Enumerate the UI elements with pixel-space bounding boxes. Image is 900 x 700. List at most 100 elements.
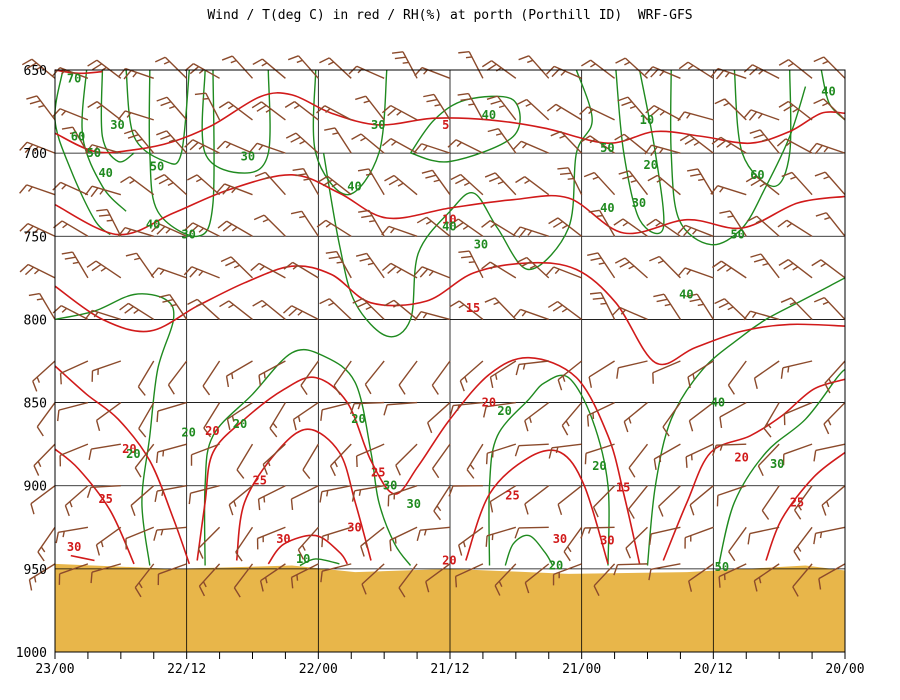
wind-barb-shaft <box>393 174 418 196</box>
wind-barb-shaft <box>684 267 714 279</box>
wind-barb <box>677 224 714 237</box>
wind-barb <box>117 110 154 121</box>
wind-barb-feather <box>290 136 301 143</box>
wind-barb-feather <box>811 259 822 267</box>
wind-barb-feather <box>814 171 826 177</box>
temperature-label: 25 <box>98 492 112 506</box>
wind-barb-shaft <box>622 218 648 237</box>
wind-barb-feather <box>557 504 563 516</box>
wind-barb-shaft <box>555 103 583 121</box>
wind-barb-feather <box>792 586 799 597</box>
wind-barb-shaft <box>226 360 253 377</box>
wind-barb-feather <box>613 564 619 576</box>
wind-barb <box>777 219 813 237</box>
wind-barb-feather <box>824 216 831 220</box>
wind-barb <box>84 185 122 198</box>
wind-barb-shaft <box>322 526 352 537</box>
wind-barb-feather <box>468 103 475 106</box>
wind-barb <box>486 95 517 121</box>
rh-label: 30 <box>474 238 488 252</box>
wind-barb <box>30 485 56 515</box>
wind-barb-shaft <box>27 263 56 279</box>
wind-barb <box>257 485 286 511</box>
wind-barb-shaft <box>387 401 418 406</box>
rh-isopleth <box>488 374 610 566</box>
wind-barb <box>685 443 714 468</box>
wind-barb-shaft <box>96 526 122 546</box>
wind-barb-feather <box>153 529 158 541</box>
wind-barb-feather <box>557 379 563 391</box>
y-tick-label: 1000 <box>16 646 47 661</box>
temperature-label: 20 <box>442 554 456 568</box>
wind-barb-feather <box>158 178 170 185</box>
wind-barb-feather <box>203 427 212 438</box>
wind-barb-feather <box>357 403 361 410</box>
wind-barb-shaft <box>58 401 89 411</box>
wind-barb-feather <box>72 261 79 265</box>
wind-barb-shaft <box>557 485 583 505</box>
wind-barb-shaft <box>261 101 286 121</box>
wind-barb-feather <box>381 105 392 114</box>
rh-isopleth <box>409 95 521 163</box>
wind-barb <box>95 526 122 556</box>
wind-barb-feather <box>165 228 171 234</box>
wind-barb-feather <box>624 61 631 66</box>
y-tick-label: 900 <box>24 480 47 495</box>
wind-barb <box>37 526 56 562</box>
wind-barb <box>489 485 517 513</box>
wind-barb-feather <box>433 510 441 521</box>
wind-barb-shaft <box>431 360 451 386</box>
wind-barb-shaft <box>297 526 319 551</box>
wind-barb-feather <box>677 267 686 277</box>
wind-barb-shaft <box>420 526 451 531</box>
wind-barb-feather <box>645 105 655 114</box>
wind-barb-shaft <box>727 360 747 386</box>
wind-barb-feather <box>319 57 330 64</box>
wind-barb-feather <box>463 181 470 186</box>
wind-barb <box>485 443 517 465</box>
wind-barb-feather <box>414 311 422 321</box>
wind-barb-feather <box>283 305 293 314</box>
wind-barb-shaft <box>96 101 122 121</box>
wind-barb <box>119 302 155 321</box>
wind-barb-shaft <box>166 96 188 121</box>
wind-barb-feather <box>559 135 566 139</box>
wind-barb-shaft <box>60 360 89 374</box>
wind-barb-shaft <box>291 563 319 578</box>
wind-barb-feather <box>761 138 769 142</box>
wind-barb-shaft <box>489 261 517 279</box>
wind-barb <box>130 485 155 516</box>
wind-barb-feather <box>296 59 303 64</box>
wind-barb-feather <box>355 252 367 257</box>
wind-barb <box>55 526 89 544</box>
wind-barb <box>489 360 517 388</box>
wind-barb <box>228 485 253 516</box>
wind-barb-shaft <box>124 226 154 237</box>
wind-barb-feather <box>26 62 37 70</box>
wind-barb <box>221 55 254 79</box>
wind-barb <box>557 167 583 196</box>
wind-barb <box>647 174 681 196</box>
wind-barb-feather <box>677 224 686 234</box>
temperature-isotherm <box>765 451 846 561</box>
wind-barb-feather <box>297 310 303 316</box>
wind-barb-feather <box>136 138 143 142</box>
wind-barb-shaft <box>628 443 649 469</box>
wind-barb <box>653 293 682 320</box>
wind-barb-feather <box>689 504 695 516</box>
wind-barb-shaft <box>134 443 155 469</box>
wind-barb-feather <box>320 571 323 583</box>
wind-barb-shaft <box>395 443 418 466</box>
wind-barb-feather <box>328 256 340 260</box>
wind-barb-feather <box>550 130 562 137</box>
wind-barb-shaft <box>457 218 484 237</box>
rh-isopleth <box>299 558 340 567</box>
wind-barb-feather <box>529 264 536 269</box>
wind-barb <box>86 260 122 279</box>
wind-barb-shaft <box>755 175 780 196</box>
wind-barb-feather <box>125 252 137 257</box>
wind-barb-feather <box>170 303 177 307</box>
wind-barb <box>226 401 253 430</box>
wind-barb-feather <box>100 541 104 548</box>
wind-barb-feather <box>428 270 434 277</box>
